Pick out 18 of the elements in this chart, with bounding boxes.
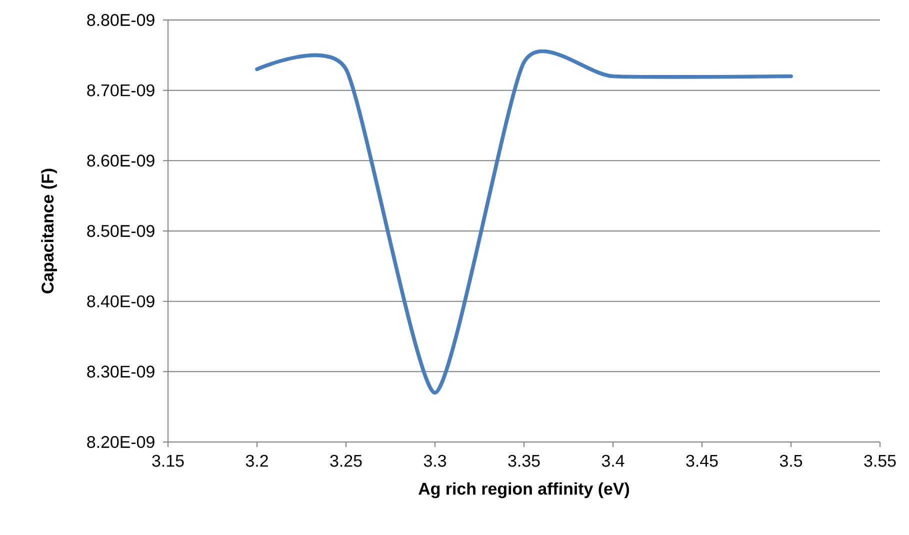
y-tick-label: 8.70E-09 bbox=[87, 84, 154, 96]
y-tick-label: 8.50E-09 bbox=[87, 224, 154, 237]
y-tick-label: 8.60E-09 bbox=[87, 154, 154, 167]
x-axis-title: Ag rich region affinity (eV) bbox=[418, 482, 630, 498]
y-tick-label: 8.40E-09 bbox=[87, 295, 154, 308]
x-tick-label: 3.5 bbox=[780, 454, 802, 467]
x-tick-label: 3.25 bbox=[330, 454, 362, 467]
x-tick-label: 3.55 bbox=[864, 454, 896, 467]
x-tick-label: 3.15 bbox=[152, 454, 184, 467]
x-tick-label: 3.2 bbox=[246, 454, 268, 467]
x-tick-label: 3.45 bbox=[686, 454, 718, 467]
x-tick-label: 3.3 bbox=[424, 454, 446, 467]
y-axis-title: Capacitance (F) bbox=[41, 168, 57, 294]
x-tick-label: 3.4 bbox=[602, 454, 624, 467]
x-tick-label: 3.35 bbox=[508, 454, 540, 467]
y-tick-label: 8.20E-09 bbox=[87, 436, 154, 448]
y-tick-label: 8.30E-09 bbox=[87, 366, 154, 378]
y-tick-label: 8.80E-09 bbox=[87, 14, 154, 26]
